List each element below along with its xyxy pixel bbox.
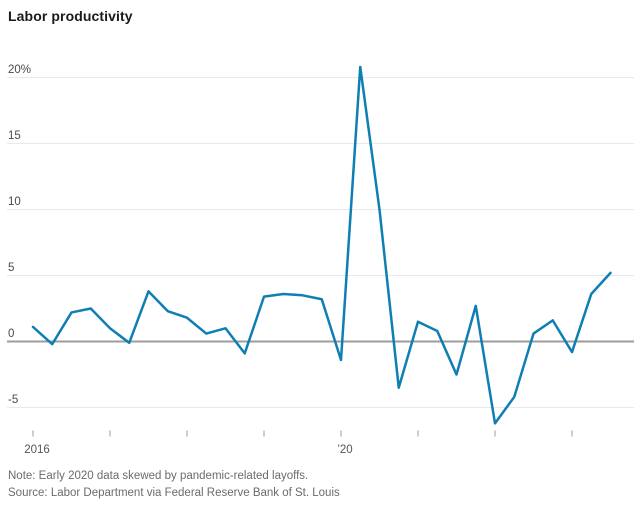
chart-title: Labor productivity bbox=[8, 8, 133, 24]
chart-note: Note: Early 2020 data skewed by pandemic… bbox=[8, 470, 309, 482]
y-axis-label-5: 5 bbox=[8, 262, 14, 274]
productivity-line-chart: 20% 15 10 5 0 -5 2016 ’20 bbox=[7, 64, 634, 456]
y-axis-label-20: 20% bbox=[8, 64, 31, 76]
y-axis-label--5: -5 bbox=[8, 394, 18, 406]
x-axis-label-0: 2016 bbox=[24, 444, 50, 456]
y-axis-label-15: 15 bbox=[8, 130, 21, 142]
y-axis-label-0: 0 bbox=[8, 328, 14, 340]
chart-footer: Note: Early 2020 data skewed by pandemic… bbox=[8, 468, 340, 501]
x-axis-label-4: ’20 bbox=[337, 444, 352, 456]
y-axis-label-10: 10 bbox=[8, 196, 21, 208]
labor-productivity-line bbox=[31, 65, 612, 425]
chart-source: Source: Labor Department via Federal Res… bbox=[8, 486, 340, 499]
